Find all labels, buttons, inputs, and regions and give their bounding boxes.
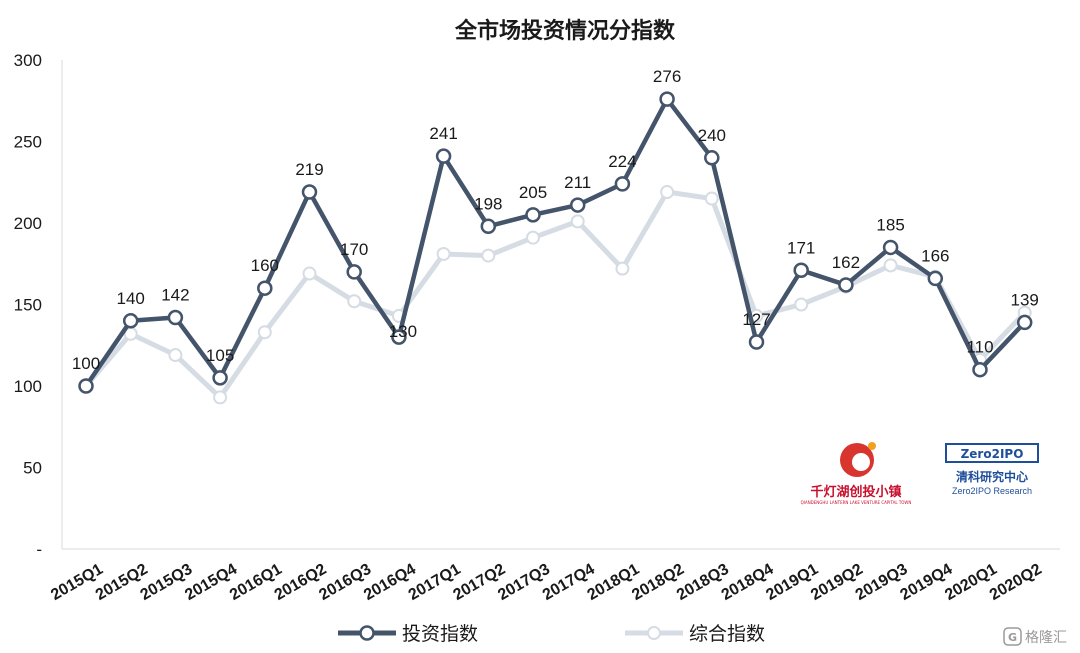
y-tick-label: 50 (23, 459, 42, 478)
point-composite (570, 214, 585, 229)
x-tick-label: 2020Q2 (987, 561, 1045, 604)
point-invest (257, 280, 273, 296)
x-axis-ticks: 2015Q12015Q22015Q32015Q42016Q12016Q22016… (48, 561, 1045, 604)
point-composite (704, 191, 719, 206)
point-invest (1016, 314, 1033, 331)
legend: 投资指数 综合指数 (338, 623, 765, 645)
qiandenghu-logo-dot (868, 442, 876, 450)
legend-marker-invest (359, 625, 375, 641)
point-invest (391, 329, 407, 345)
data-label: 142 (161, 286, 189, 305)
data-label: 224 (608, 152, 636, 171)
data-label: 205 (519, 183, 547, 202)
data-label: 162 (832, 253, 860, 272)
point-composite (526, 230, 540, 245)
point-invest (569, 197, 586, 213)
point-composite (794, 297, 809, 312)
data-label: 219 (295, 160, 323, 179)
point-invest (882, 239, 899, 256)
data-label: 185 (876, 215, 904, 234)
point-invest (927, 270, 944, 287)
data-label: 240 (698, 126, 726, 145)
qiandenghu-logo-subtext: QIANDENGHU LANTERN LAKE VENTURE CAPITAL … (801, 500, 912, 505)
point-composite (168, 348, 183, 363)
chart-title: 全市场投资情况分指数 (454, 18, 676, 44)
point-invest (167, 309, 184, 326)
data-label: 139 (1011, 290, 1039, 309)
point-composite (481, 248, 496, 263)
y-tick-label: 100 (14, 377, 42, 396)
point-invest (480, 218, 497, 235)
point-composite (257, 325, 272, 340)
y-tick-label: - (36, 540, 42, 559)
data-label: 160 (251, 256, 279, 275)
point-invest (793, 262, 809, 279)
point-invest (748, 334, 765, 350)
point-invest (435, 148, 452, 164)
point-invest (704, 150, 720, 166)
point-invest (659, 91, 675, 107)
y-tick-label: 200 (14, 214, 42, 233)
point-invest (78, 378, 94, 394)
point-invest (301, 184, 318, 200)
legend-label-invest: 投资指数 (402, 623, 478, 645)
watermark: G 格隆汇 (1003, 627, 1067, 646)
axes (61, 60, 1060, 550)
legend-item-invest: 投资指数 (338, 623, 478, 645)
legend-label-composite: 综合指数 (689, 623, 765, 645)
data-label: 241 (429, 124, 457, 143)
watermark-text: 格隆汇 (1025, 630, 1067, 646)
data-label: 198 (474, 194, 502, 213)
point-invest (346, 264, 362, 280)
point-composite (436, 246, 451, 261)
series-line-invest (83, 96, 1027, 389)
gelonghui-g-icon-glyph: G (1008, 631, 1017, 644)
data-label: 276 (653, 67, 681, 86)
y-tick-label: 300 (14, 51, 42, 70)
y-tick-label: 150 (14, 296, 42, 315)
point-invest (614, 176, 631, 192)
point-invest (525, 207, 541, 223)
zero2ipo-logo-badge-text: Zero2IPO (961, 447, 1024, 461)
data-label: 130 (389, 322, 417, 341)
zero2ipo-logo-subtext: Zero2IPO Research (952, 486, 1032, 496)
data-label: 127 (742, 310, 770, 329)
y-axis-ticks: - 50 100 150 200 250 300 (14, 51, 42, 559)
point-invest (838, 277, 854, 293)
series-layer (78, 91, 1033, 405)
data-label: 166 (921, 246, 949, 265)
zero2ipo-logo-text: 清科研究中心 (956, 469, 1028, 484)
point-composite (302, 266, 317, 281)
data-label: 140 (117, 289, 145, 308)
data-label: 211 (564, 173, 591, 192)
point-composite (213, 390, 228, 405)
point-composite (615, 261, 630, 276)
zero2ipo-logo-badge (945, 443, 1039, 463)
y-tick-label: 250 (14, 133, 42, 152)
point-invest (972, 361, 988, 378)
point-composite (883, 258, 898, 273)
legend-item-composite: 综合指数 (625, 623, 765, 645)
data-label: 100 (72, 354, 100, 373)
zero2ipo-logo: Zero2IPO 清科研究中心 Zero2IPO Research (945, 443, 1039, 496)
data-label: 110 (966, 338, 993, 357)
data-label: 171 (787, 238, 815, 257)
data-label: 170 (340, 240, 368, 259)
series-line-composite (83, 189, 1028, 400)
gelonghui-g-icon (1003, 627, 1022, 646)
data-labels: 100 140 142 105 160 219 170 130 241 198 205 211 224 2… (72, 67, 1039, 373)
qiandenghu-logo-inner (852, 453, 870, 471)
qiandenghu-logo-text: 千灯湖创投小镇 (810, 484, 901, 500)
point-invest (212, 370, 228, 386)
point-invest (122, 313, 139, 329)
qiandenghu-logo: 千灯湖创投小镇 QIANDENGHU LANTERN LAKE VENTURE … (801, 442, 912, 505)
point-composite (660, 185, 675, 200)
data-label: 105 (206, 346, 234, 365)
legend-marker-composite (647, 626, 661, 640)
point-composite (347, 294, 362, 309)
